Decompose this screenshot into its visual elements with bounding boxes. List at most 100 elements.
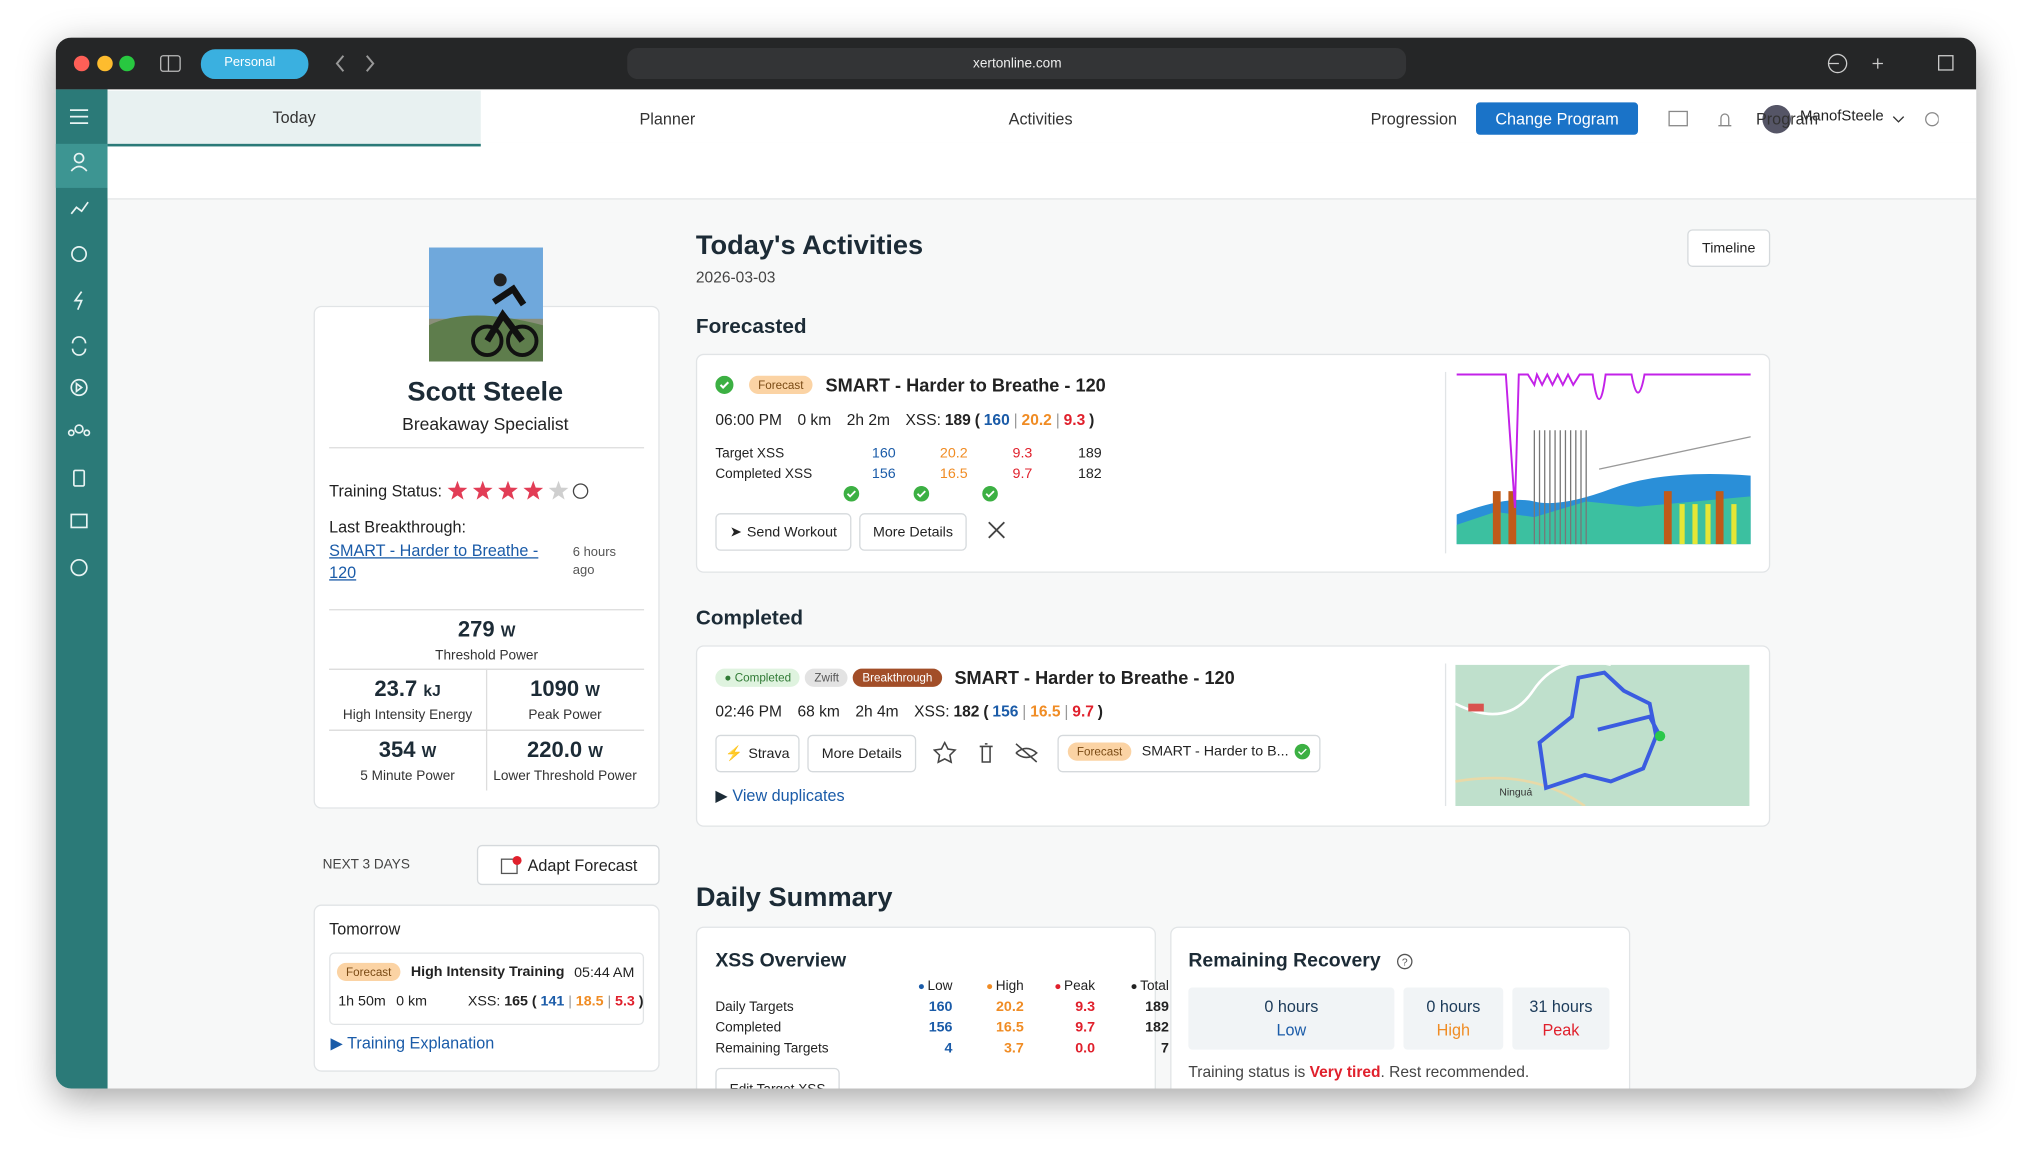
legend-label: Peak bbox=[1064, 978, 1096, 994]
recovery-value: 0 hours bbox=[1264, 997, 1319, 1016]
legend-dot: ● bbox=[1130, 979, 1138, 993]
sidebar-active bbox=[55, 143, 108, 188]
xss-part: | bbox=[1022, 702, 1027, 721]
xss-part: XSS: bbox=[467, 993, 501, 1010]
metric-value: 220.0 W bbox=[486, 737, 644, 763]
xss-part: 165 bbox=[504, 993, 528, 1010]
last-breakthrough-link[interactable]: SMART - Harder to Breathe - 120 bbox=[329, 541, 539, 582]
change-program-button[interactable]: Change Program bbox=[1476, 102, 1639, 135]
tab[interactable]: Progression bbox=[1370, 109, 1458, 128]
training-explanation-text: Training Explanation bbox=[347, 1034, 495, 1053]
cell: 0.0 bbox=[1075, 1040, 1096, 1057]
metric-unit: W bbox=[500, 622, 516, 641]
cell: 9.3 bbox=[1012, 445, 1033, 462]
user-name[interactable]: ManofSteele bbox=[1800, 108, 1884, 125]
cell: 9.7 bbox=[1012, 466, 1033, 483]
xss-part: 9.3 bbox=[1063, 410, 1086, 429]
profile-role: Breakaway Specialist bbox=[402, 414, 569, 435]
edit-target-button[interactable]: Edit Target XSS bbox=[715, 1067, 840, 1089]
view-duplicates-text: View duplicates bbox=[732, 786, 845, 805]
xss-part: ( bbox=[531, 993, 537, 1010]
adapt-forecast-text: Adapt Forecast bbox=[527, 855, 638, 875]
xss-part: 9.7 bbox=[1072, 702, 1094, 721]
legend-label: Low bbox=[927, 978, 953, 994]
xss-part: ) bbox=[1097, 702, 1103, 721]
cell: 3.7 bbox=[1003, 1040, 1024, 1057]
legend-label: Total bbox=[1140, 978, 1169, 994]
xss-part: | bbox=[607, 993, 612, 1010]
tab[interactable]: Program bbox=[1755, 109, 1819, 128]
strava-text: Strava bbox=[748, 745, 790, 762]
header-icons[interactable] bbox=[1667, 104, 1939, 134]
duration: 2h 4m bbox=[855, 702, 899, 721]
profile-photo bbox=[428, 247, 543, 362]
cell: 20.2 bbox=[996, 999, 1024, 1015]
xss-part: 182 bbox=[953, 702, 980, 721]
cell: 156 bbox=[928, 1019, 953, 1036]
xss-overview-title: XSS Overview bbox=[715, 949, 847, 972]
cell: 20.2 bbox=[939, 445, 968, 462]
xss-part: 20.2 bbox=[1021, 410, 1052, 429]
xss-part: | bbox=[1064, 702, 1069, 721]
xss-part: ) bbox=[638, 993, 644, 1010]
send-workout-button[interactable]: ➤ Send Workout bbox=[715, 513, 852, 551]
view-duplicates[interactable]: ▶ View duplicates bbox=[715, 786, 845, 805]
legend-item: ● Low bbox=[875, 978, 953, 994]
tab-bar bbox=[107, 142, 1977, 200]
action-icons[interactable] bbox=[933, 741, 1050, 764]
xss-part: ) bbox=[1089, 410, 1095, 429]
tomorrow-time: 05:44 AM bbox=[574, 965, 635, 981]
xss-part: XSS: bbox=[905, 410, 941, 429]
cell: 182 bbox=[1145, 1019, 1169, 1036]
legend-item: ● High bbox=[946, 978, 1024, 994]
tomorrow-workout-box bbox=[329, 952, 645, 1026]
distance: 68 km bbox=[797, 702, 840, 721]
map-label: Ninguá bbox=[1499, 786, 1533, 799]
metric-label: Threshold Power bbox=[435, 647, 539, 664]
help-icon[interactable]: ? bbox=[1396, 952, 1414, 970]
metric-unit: W bbox=[421, 742, 437, 761]
dismiss-icon[interactable] bbox=[987, 521, 1005, 539]
tomorrow-row: Forecast High Intensity Training bbox=[336, 962, 565, 981]
recovery-box bbox=[1512, 987, 1610, 1050]
tomorrow-title: Tomorrow bbox=[329, 920, 401, 939]
xss-part: 18.5 bbox=[575, 993, 604, 1010]
summary-title: Daily Summary bbox=[695, 882, 893, 913]
status-suffix: . Rest recommended. bbox=[1380, 1062, 1530, 1081]
sidebar bbox=[55, 89, 108, 1089]
column-checks bbox=[843, 485, 998, 502]
profile-pill[interactable]: Personal bbox=[224, 55, 276, 70]
status-value: Very tired bbox=[1309, 1062, 1381, 1081]
timeline-button[interactable]: Timeline bbox=[1687, 229, 1771, 267]
tab[interactable]: Planner bbox=[639, 109, 696, 128]
training-explanation[interactable]: ▶ Training Explanation bbox=[330, 1034, 495, 1053]
row-label: Completed XSS bbox=[715, 466, 813, 483]
recovery-status: Training status is Very tired. Rest reco… bbox=[1188, 1063, 1529, 1081]
chip-badge: Forecast bbox=[1067, 742, 1132, 761]
completed-title-row: ● Completed Zwift Breakthrough SMART - H… bbox=[715, 667, 1235, 688]
zwift-badge: Zwift bbox=[805, 668, 849, 687]
strava-button[interactable]: ⚡ Strava bbox=[715, 734, 800, 773]
forecast-meta: 06:00 PM 0 km 2h 2m XSS: 189(160 | 20.2 | 9.3) bbox=[715, 411, 1094, 429]
sidebar-icons[interactable] bbox=[56, 89, 108, 607]
last-breakthrough-label: Last Breakthrough: bbox=[329, 518, 467, 537]
help-icon[interactable] bbox=[572, 483, 589, 499]
tab[interactable]: Today bbox=[107, 90, 481, 147]
more-details-button[interactable]: More Details bbox=[859, 513, 967, 551]
more-details-button[interactable]: More Details bbox=[807, 734, 917, 773]
stars bbox=[447, 480, 589, 500]
cell: 7 bbox=[1160, 1040, 1169, 1057]
activities-date: 2026-03-03 bbox=[695, 268, 776, 287]
adapt-forecast-button[interactable]: Adapt Forecast bbox=[476, 844, 660, 886]
cell: 160 bbox=[871, 445, 896, 462]
tomorrow-workout: High Intensity Training bbox=[410, 964, 565, 980]
divider bbox=[329, 447, 645, 449]
cell: 160 bbox=[928, 999, 953, 1015]
recovery-label: High bbox=[1436, 1021, 1471, 1040]
xss-part: 189 bbox=[944, 410, 971, 429]
metric-value: 354 W bbox=[329, 737, 486, 763]
xss-part: ( bbox=[974, 410, 980, 429]
tab[interactable]: Activities bbox=[1008, 109, 1073, 128]
xss-part: XSS: bbox=[914, 702, 950, 721]
